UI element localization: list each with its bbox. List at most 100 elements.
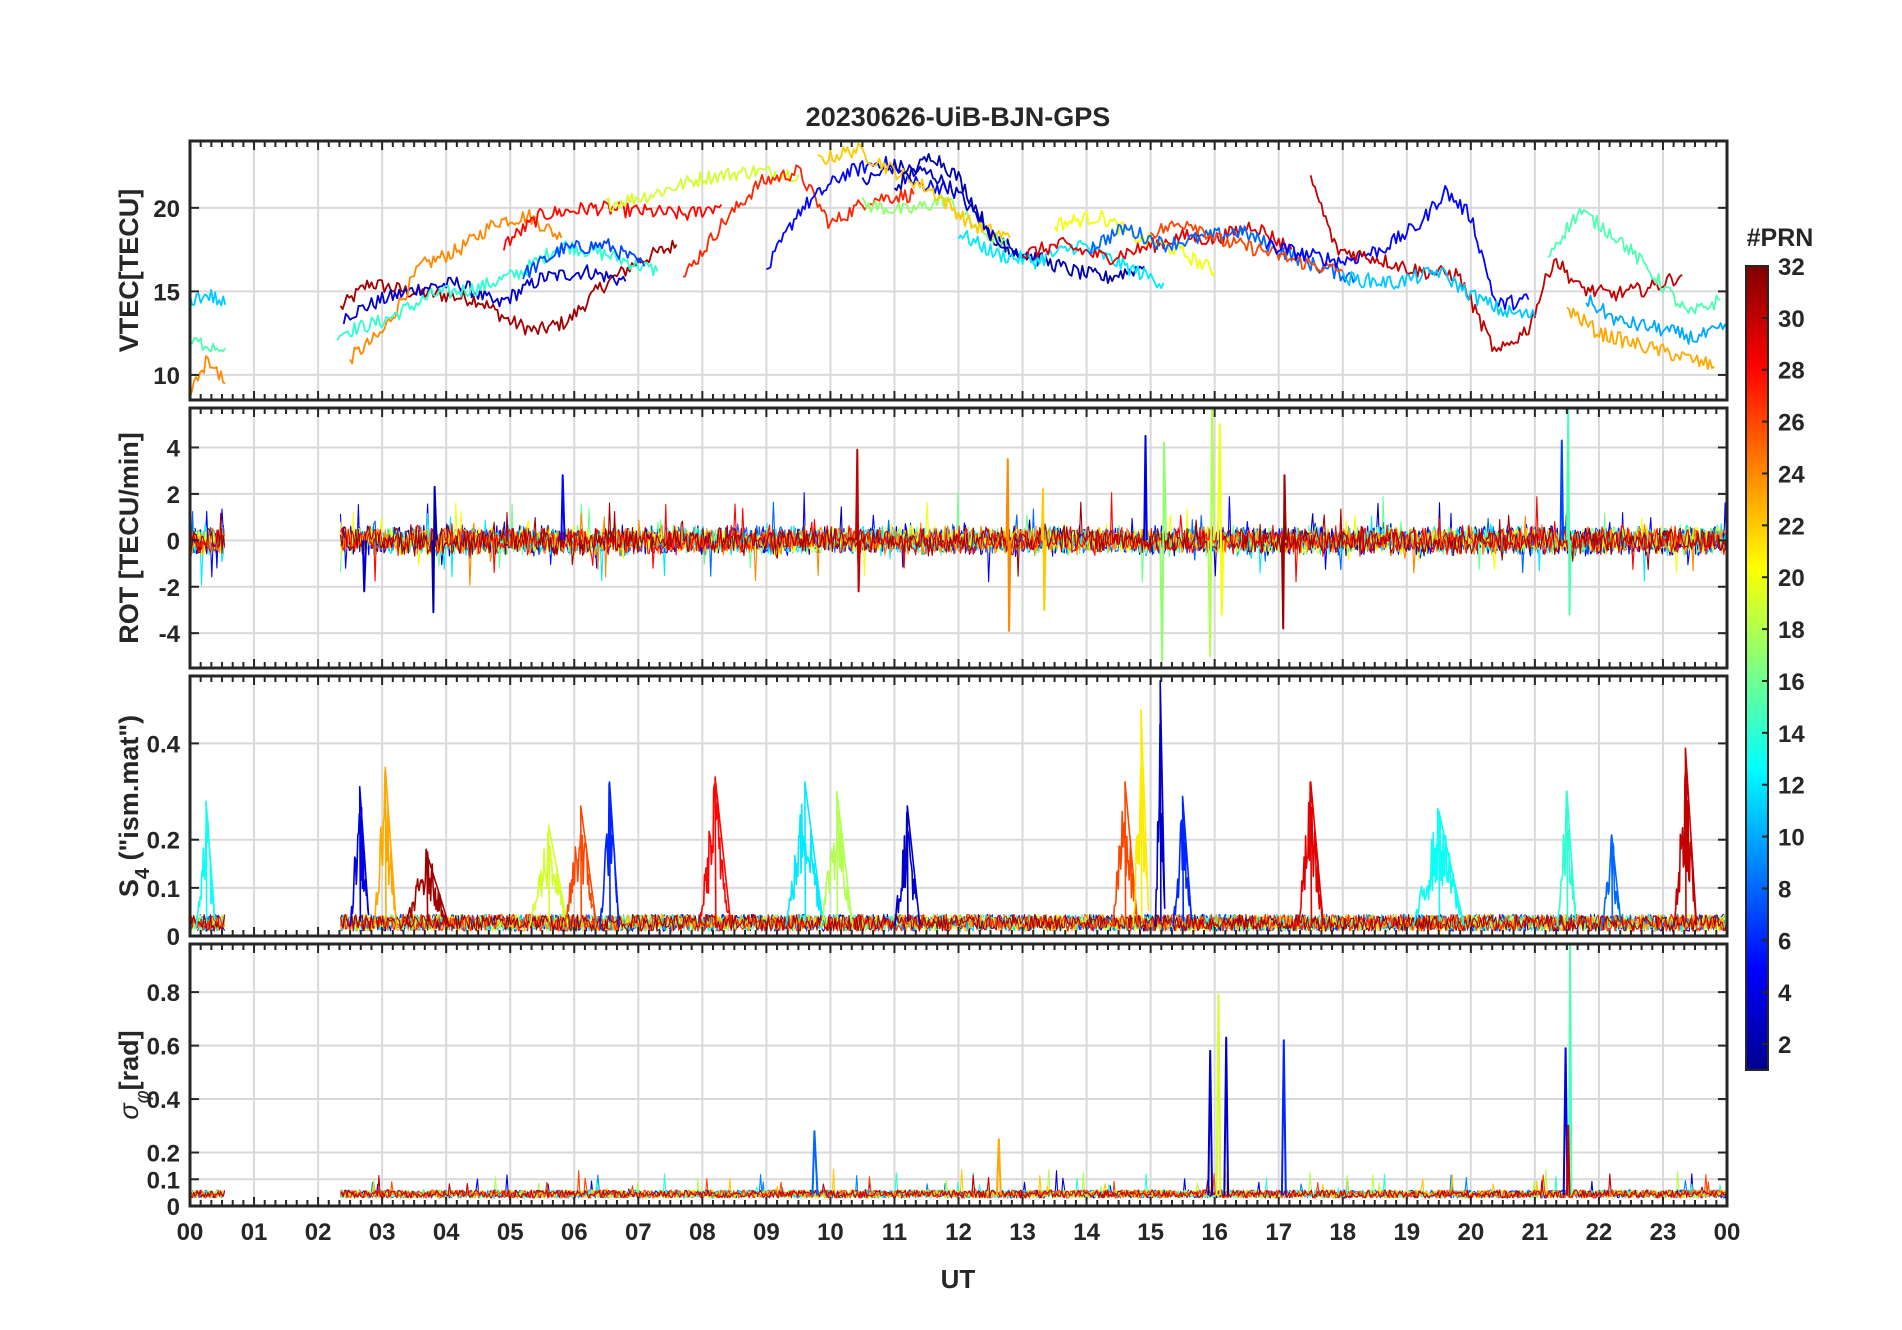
data-sigma_phi — [190, 944, 1727, 1199]
x-tick-label-18: 18 — [1329, 1219, 1356, 1246]
grid-sigma_phi — [190, 944, 1727, 1207]
vtec-series-prn-22-11 — [817, 142, 1011, 239]
s4-burst-prn-14-16 — [1556, 790, 1577, 927]
y-tick-label-vtec-0: 10 — [153, 363, 180, 390]
s4-burst-prn-6-5 — [599, 781, 620, 928]
s4-burst-prn-31-2 — [403, 848, 450, 927]
x-tick-label-1: 01 — [241, 1219, 268, 1246]
y-tick-label-sigma_phi-3: 0.4 — [147, 1087, 181, 1114]
s4-burst-prn-6-13 — [1172, 795, 1193, 927]
vtec-series-prn-11-20 — [1341, 266, 1536, 319]
s4-burst-prn-29-14 — [1297, 781, 1325, 927]
colorbar-tick-label-4: 10 — [1778, 825, 1805, 852]
rot-spike-prn-7-12 — [1559, 439, 1565, 541]
x-tick-label-7: 07 — [625, 1219, 652, 1246]
y-tick-label-rot-0: -4 — [159, 621, 181, 648]
panel-sigma_phi: 00.10.2 0.4 0.6 0.8 σφ[rad] — [114, 942, 1729, 1221]
ticks-sigma_phi — [189, 944, 1728, 1207]
vtec-series-prn-11-25 — [190, 289, 227, 307]
colorbar-tick-label-10: 22 — [1778, 513, 1805, 540]
s4-burst-prn-3-12 — [1154, 680, 1166, 927]
x-tick-label-2: 02 — [305, 1219, 332, 1246]
rot-spike-prn-17-7 — [1159, 441, 1167, 662]
y-tick-label-sigma_phi-1: 0.1 — [147, 1167, 180, 1194]
s4-burst-prn-18-8 — [820, 790, 854, 927]
y-tick-label-rot-3: 2 — [167, 482, 180, 509]
rot-spike-prn-4-6 — [1143, 434, 1148, 541]
x-tick-label-21: 21 — [1522, 1219, 1549, 1246]
y-tick-label-s4-2: 0.2 — [147, 828, 180, 855]
colorbar-tick-label-7: 16 — [1778, 669, 1805, 696]
vtec-series-prn-12-13 — [957, 229, 1165, 290]
data-s4 — [190, 680, 1727, 932]
ticks-s4 — [189, 676, 1728, 937]
rot-spike-prn-5-2 — [560, 474, 566, 541]
x-tick-label-12: 12 — [945, 1219, 972, 1246]
x-tick-label-10: 10 — [817, 1219, 844, 1246]
sigma-spike-prn-6-5 — [1280, 1039, 1287, 1196]
y-axis-label-s4: S4 ("ism.mat") — [114, 715, 154, 897]
s4-baseline-prn-27-0 — [190, 913, 226, 932]
panel-rot: -4 -2 0 2 4 ROT [TECU/min] — [114, 406, 1729, 670]
s4-baseline-prn-31-2.35 — [339, 913, 1727, 932]
colorbar-tick-label-2: 6 — [1778, 928, 1791, 955]
vtec-series-prn-23-22 — [1566, 306, 1715, 371]
rot-spike-prn-24-4 — [1005, 458, 1012, 632]
x-tick-label-13: 13 — [1009, 1219, 1036, 1246]
rot-spike-prn-22-5 — [1040, 488, 1047, 611]
x-tick-label-23: 23 — [1650, 1219, 1677, 1246]
vtec-series-prn-30-19 — [1309, 175, 1683, 352]
y-axis-label-rot: ROT [TECU/min] — [114, 432, 144, 643]
colorbar-tick-label-14: 30 — [1778, 306, 1805, 333]
x-tick-label-24: 00 — [1714, 1219, 1741, 1246]
colorbar-gradient — [1745, 265, 1769, 1071]
x-tick-label-14: 14 — [1073, 1219, 1100, 1246]
colorbar-tick-label-1: 4 — [1778, 980, 1792, 1007]
y-tick-label-s4-0: 0 — [167, 924, 180, 951]
y-axis-label-sigma_phi: σφ[rad] — [114, 1030, 154, 1119]
rot-spike-prn-31-10 — [1280, 474, 1287, 630]
rot-trace-prn-31-0 — [190, 512, 226, 559]
s4-burst-prn-19-3 — [528, 824, 569, 928]
x-tick-label-5: 05 — [497, 1219, 524, 1246]
sigma-spike-prn-30-8 — [1565, 1124, 1571, 1196]
y-tick-label-rot-1: -2 — [159, 575, 180, 602]
s4-baseline-prn-23-2.35 — [339, 913, 1727, 932]
rot-spike-prn-20-9 — [1216, 423, 1225, 616]
colorbar-tick-label-15: 32 — [1778, 254, 1805, 281]
colorbar-label: #PRN — [1747, 224, 1814, 252]
sigma-baseline-prn-26-2.35 — [339, 1170, 1727, 1199]
vtec-series-prn-5-8 — [766, 155, 947, 270]
s4-burst-prn-13-15 — [1412, 807, 1465, 927]
vtec-series-prn-8-16 — [1086, 223, 1357, 284]
vtec-series-prn-26-17 — [1149, 220, 1344, 273]
y-tick-label-rot-4: 4 — [167, 435, 181, 462]
x-axis-label: UT — [941, 1264, 976, 1294]
colorbar-tick-label-6: 14 — [1778, 721, 1805, 748]
colorbar-tick-label-0: 2 — [1778, 1032, 1791, 1059]
x-tick-label-6: 06 — [561, 1219, 588, 1246]
panel-vtec: 10 15 20 VTEC[TECU] — [114, 139, 1729, 402]
sigma-spike-prn-8-0 — [811, 1130, 819, 1196]
vtec-series-prn-5-18 — [1265, 185, 1530, 311]
vtec-series-prn-28-4 — [502, 200, 723, 251]
sigma-spike-prn-3-4 — [1223, 1036, 1230, 1196]
ticks-rot — [189, 408, 1728, 668]
sigma-spike-prn-15-7 — [1567, 944, 1573, 1196]
x-tick-label-19: 19 — [1393, 1219, 1420, 1246]
rot-spike-prn-2-1 — [431, 485, 438, 614]
s4-baseline-prn-31-0 — [190, 914, 226, 932]
rot-spike-prn-30-3 — [855, 448, 861, 593]
y-tick-label-s4-3: 0.4 — [147, 731, 181, 758]
colorbar-tick-label-12: 26 — [1778, 410, 1805, 437]
rot-spike-prn-3-0 — [361, 540, 368, 593]
x-tick-label-8: 08 — [689, 1219, 716, 1246]
x-tick-label-16: 16 — [1201, 1219, 1228, 1246]
rot-spike-prn-15-11 — [1565, 408, 1572, 616]
vtec-series-prn-15-21 — [1547, 207, 1721, 315]
sigma-spike-prn-3-2 — [1207, 1049, 1214, 1196]
